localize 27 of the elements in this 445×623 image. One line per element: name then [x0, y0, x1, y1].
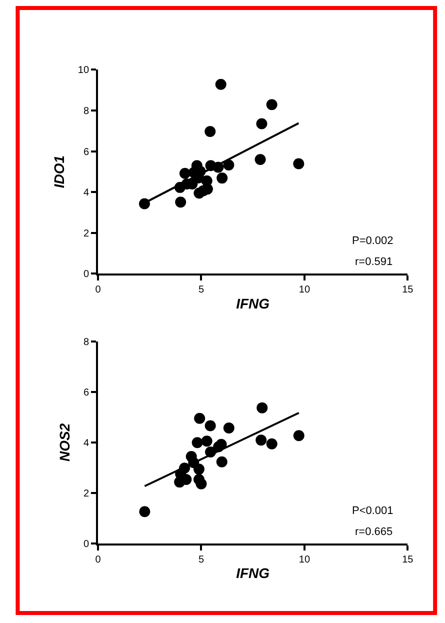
y-axis-title: NOS2	[56, 423, 73, 462]
x-tick-label: 5	[198, 284, 204, 296]
x-tick-label: 10	[298, 284, 310, 296]
y-axis-title: IDO1	[51, 155, 68, 188]
y-tick-label: 2	[83, 488, 90, 500]
x-tick-label: 0	[95, 284, 102, 296]
annotation: P<0.001	[352, 505, 394, 517]
y-tick-label: 6	[83, 146, 90, 158]
y-tick-label: 8	[83, 106, 90, 118]
annotation: r=0.665	[355, 526, 393, 538]
x-tick-label: 0	[95, 554, 102, 566]
y-tick-label: 4	[83, 188, 90, 199]
y-tick-label: 6	[83, 387, 90, 398]
x-axis-title: IFNG	[236, 565, 270, 582]
annotation: r=0.591	[355, 256, 393, 268]
x-tick-label: 15	[402, 554, 414, 566]
y-tick-label: 8	[83, 336, 90, 348]
x-tick-label: 10	[298, 554, 310, 566]
x-tick-label: 15	[402, 284, 414, 296]
x-axis-title: IFNG	[236, 296, 270, 312]
y-tick-label: 0	[83, 538, 90, 550]
y-tick-label: 4	[83, 438, 90, 449]
y-tick-label: 0	[83, 269, 90, 280]
y-tick-label: 2	[83, 228, 90, 240]
x-tick-label: 5	[198, 554, 204, 566]
annotation: P=0.002	[352, 235, 394, 247]
y-tick-label: 10	[78, 65, 90, 76]
